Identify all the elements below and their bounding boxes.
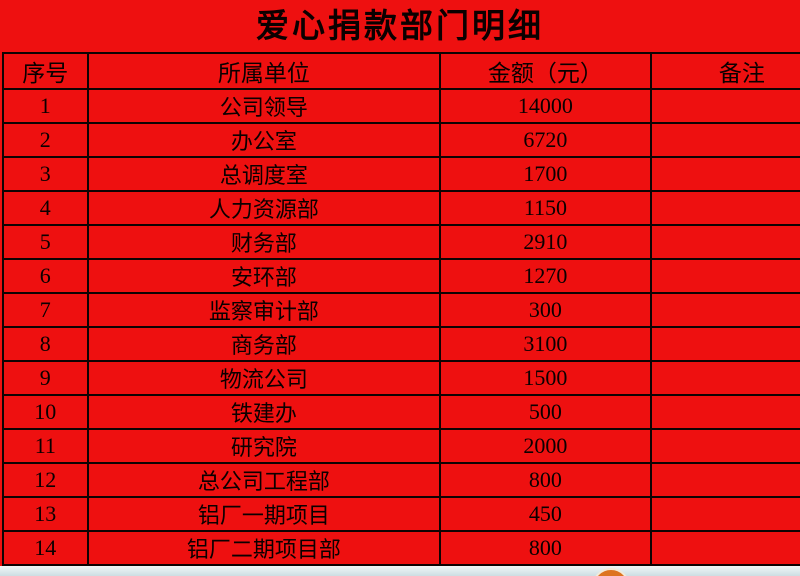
cell-unit: 总公司工程部	[86, 462, 442, 498]
cell-unit: 监察审计部	[86, 292, 442, 328]
cell-unit: 办公室	[86, 122, 442, 158]
table-row: 3 总调度室 1700	[2, 156, 800, 192]
cell-note	[649, 88, 800, 124]
cell-note	[649, 360, 800, 396]
cell-no: 1	[2, 88, 89, 124]
cell-no: 6	[2, 258, 89, 294]
cell-unit: 安环部	[86, 258, 442, 294]
cell-unit: 物流公司	[86, 360, 442, 396]
cell-amount: 14000	[439, 88, 652, 124]
cell-unit: 铁建办	[86, 394, 442, 430]
cell-no: 12	[2, 462, 89, 498]
cell-amount: 300	[439, 292, 652, 328]
cell-note	[649, 462, 800, 498]
cell-no: 9	[2, 360, 89, 396]
cell-amount: 1500	[439, 360, 652, 396]
cell-unit: 铝厂二期项目部	[86, 530, 442, 566]
cell-note	[649, 258, 800, 294]
cell-no: 4	[2, 190, 89, 226]
table-row: 6 安环部 1270	[2, 258, 800, 294]
header-no: 序号	[2, 52, 89, 90]
cell-unit: 铝厂一期项目	[86, 496, 442, 532]
table-row: 2 办公室 6720	[2, 122, 800, 158]
cell-note	[649, 292, 800, 328]
cell-amount: 450	[439, 496, 652, 532]
cell-amount: 6720	[439, 122, 652, 158]
cell-amount: 800	[439, 462, 652, 498]
cell-amount: 2000	[439, 428, 652, 464]
cell-note	[649, 428, 800, 464]
cell-unit: 总调度室	[86, 156, 442, 192]
cell-no: 14	[2, 530, 89, 566]
page-title: 爱心捐款部门明细	[256, 9, 544, 45]
cell-amount: 3100	[439, 326, 652, 362]
cell-note	[649, 190, 800, 226]
table-row: 8 商务部 3100	[2, 326, 800, 362]
table-row: 10 铁建办 500	[2, 394, 800, 430]
cell-no: 2	[2, 122, 89, 158]
cell-amount: 800	[439, 530, 652, 566]
header-note: 备注	[649, 52, 800, 90]
cell-note	[649, 496, 800, 532]
header-unit: 所属单位	[86, 52, 442, 90]
table-row: 9 物流公司 1500	[2, 360, 800, 396]
cell-note	[649, 394, 800, 430]
cell-no: 3	[2, 156, 89, 192]
cell-note	[649, 326, 800, 362]
cell-unit: 财务部	[86, 224, 442, 260]
cell-amount: 500	[439, 394, 652, 430]
cell-no: 5	[2, 224, 89, 260]
table-row: 13 铝厂一期项目 450	[2, 496, 800, 532]
taskbar-strip	[0, 566, 800, 576]
cell-amount: 2910	[439, 224, 652, 260]
table-row: 1 公司领导 14000	[2, 88, 800, 124]
cell-amount: 1150	[439, 190, 652, 226]
cell-unit: 公司领导	[86, 88, 442, 124]
cell-note	[649, 156, 800, 192]
table-row: 12 总公司工程部 800	[2, 462, 800, 498]
cell-no: 10	[2, 394, 89, 430]
cell-unit: 研究院	[86, 428, 442, 464]
donation-table: 序号 所属单位 金额（元） 备注 1 公司领导 14000 2 办公室 6720 3 总调度室…	[2, 52, 800, 576]
cell-no: 11	[2, 428, 89, 464]
table-row: 5 财务部 2910	[2, 224, 800, 260]
cell-unit: 人力资源部	[86, 190, 442, 226]
cell-no: 8	[2, 326, 89, 362]
cell-note	[649, 530, 800, 566]
table-row: 11 研究院 2000	[2, 428, 800, 464]
cell-note	[649, 224, 800, 260]
cell-no: 7	[2, 292, 89, 328]
cell-note	[649, 122, 800, 158]
header-row: 序号 所属单位 金额（元） 备注	[2, 52, 800, 90]
cell-unit: 商务部	[86, 326, 442, 362]
header-amount: 金额（元）	[439, 52, 652, 90]
cell-amount: 1700	[439, 156, 652, 192]
table-row: 7 监察审计部 300	[2, 292, 800, 328]
cell-amount: 1270	[439, 258, 652, 294]
table-row: 14 铝厂二期项目部 800	[2, 530, 800, 566]
table-row: 4 人力资源部 1150	[2, 190, 800, 226]
cell-no: 13	[2, 496, 89, 532]
